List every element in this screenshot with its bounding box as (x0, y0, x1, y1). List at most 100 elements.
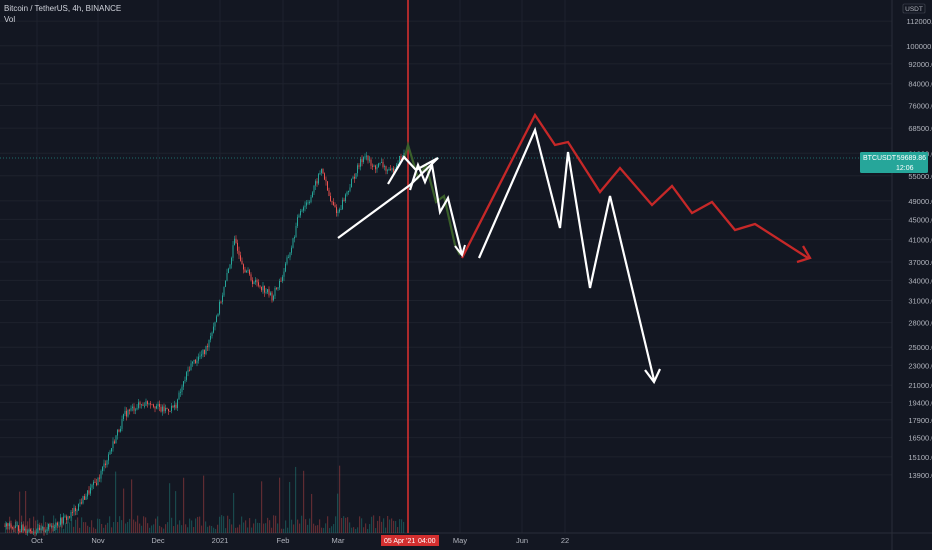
crosshair-date-box (381, 535, 439, 546)
symbol-title[interactable]: Bitcoin / TetherUS, 4h, BINANCE (4, 4, 122, 13)
candle-body (58, 524, 60, 526)
volume-bar (263, 523, 265, 533)
candle-body (391, 168, 393, 170)
y-tick-label: 28000.00 (908, 319, 932, 328)
candle-body (384, 166, 385, 167)
candle-body (165, 407, 166, 412)
candle-body (195, 359, 196, 364)
x-tick-label: Jun (516, 536, 528, 545)
candle-body (319, 172, 321, 175)
candle-body (25, 528, 27, 533)
candle-body (283, 271, 285, 277)
candle-body (196, 360, 198, 364)
volume-bar (147, 523, 149, 533)
volume-bar (241, 516, 243, 533)
volume-bar (343, 516, 345, 533)
x-tick-label: 2021 (212, 536, 229, 545)
candle-body (69, 516, 70, 518)
volume-bar (403, 521, 405, 533)
candle-body (400, 156, 402, 161)
volume-bar (205, 521, 207, 533)
candle-body (168, 408, 169, 412)
candle-body (85, 496, 87, 500)
volume-bar (59, 525, 61, 533)
candle-body (364, 156, 366, 158)
volume-bar (29, 518, 31, 533)
volume-bar (339, 465, 341, 533)
volume-bar (135, 521, 137, 533)
candle-body (312, 192, 313, 198)
volume-bar (63, 528, 65, 533)
volume-bar (269, 520, 271, 533)
y-tick-label: 31000.00 (908, 296, 932, 305)
candle-body (276, 287, 277, 289)
volume-bar (107, 522, 109, 533)
candle-body (262, 285, 264, 291)
candle-body (81, 502, 82, 504)
candle-body (66, 516, 67, 521)
candle-body (375, 165, 376, 170)
candle-body (207, 346, 208, 348)
volume-bar (295, 466, 297, 533)
candle-body (72, 512, 73, 513)
volume-bar (189, 518, 191, 533)
white-projection-path (477, 126, 656, 381)
candle-body (373, 165, 375, 167)
candle-body (309, 202, 310, 204)
volume-bar (133, 519, 135, 533)
candle-body (84, 496, 85, 500)
candle-body (202, 349, 204, 355)
candle-body (90, 487, 91, 494)
candle-body (132, 406, 133, 409)
white-triangle (337, 155, 439, 239)
candle-body (379, 162, 381, 164)
volume-bar (49, 525, 51, 533)
candle-body (217, 313, 219, 317)
candle-body (324, 173, 325, 180)
volume-bar (277, 523, 279, 533)
candle-body (301, 210, 303, 212)
candle-body (313, 185, 315, 193)
candle-body (342, 199, 343, 210)
volume-bar (225, 528, 227, 533)
candle-body (7, 523, 9, 526)
volume-bar (237, 527, 239, 533)
candle-body (4, 525, 6, 527)
volume-bar (141, 525, 143, 533)
candle-body (256, 280, 258, 283)
volume-bar (291, 519, 293, 533)
volume-bar (391, 518, 393, 533)
volume-bar (89, 527, 91, 533)
candle-body (229, 264, 231, 269)
volume-bar (5, 521, 7, 533)
y-tick-label: 16500.00 (908, 434, 932, 443)
volume-bar (293, 524, 295, 533)
current-price-value: 59689.86 (897, 155, 926, 162)
volume-bar (349, 522, 351, 533)
y-tick-label: 68500.00 (908, 124, 932, 133)
volume-bar (177, 524, 179, 533)
crosshair-date-text: 05 Apr '21 (384, 538, 415, 545)
volume-indicator-label[interactable]: Vol (4, 15, 16, 24)
volume-bar (305, 519, 307, 533)
candle-body (75, 507, 76, 511)
red-projection-path (460, 112, 809, 259)
current-price-box (860, 152, 928, 173)
volume-bar (95, 528, 97, 533)
candle-body (232, 245, 234, 258)
volume-bar (309, 518, 311, 533)
candle-body (163, 406, 165, 412)
candle-body (333, 202, 334, 206)
candle-body (316, 181, 318, 184)
candle-body (339, 209, 340, 212)
candle-body (49, 523, 51, 527)
candle-body (100, 471, 102, 479)
volume-bar (165, 524, 167, 533)
candle-body (54, 527, 55, 529)
volume-bar (11, 525, 13, 533)
candle-body (235, 238, 237, 243)
volume-bar (101, 523, 103, 533)
volume-bar (7, 522, 9, 533)
